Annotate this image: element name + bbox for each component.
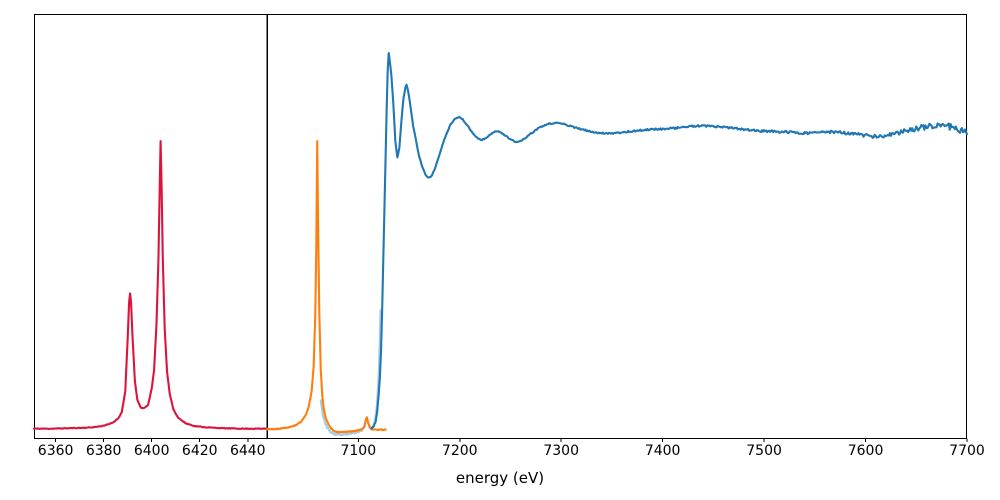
x-tick-label: 6380 (85, 443, 122, 459)
curve-lightblue-underlay (319, 308, 382, 437)
x-tick-label: 7500 (746, 443, 782, 459)
x-tick-label: 6360 (37, 443, 74, 459)
x-tick-label: 6440 (229, 443, 266, 459)
x-tick-label: 7600 (847, 443, 884, 459)
x-axis-label: energy (eV) (455, 469, 545, 487)
x-tick-label: 6400 (133, 443, 170, 459)
curve-blue-xafs (370, 51, 969, 430)
x-tick-label: 7300 (543, 443, 580, 459)
x-tick-label: 7200 (441, 443, 478, 459)
left-emission-panel-border (34, 14, 268, 439)
curve-orange-kbeta (265, 139, 387, 434)
right-xafs-panel-border (267, 14, 967, 439)
x-tick-label: 7100 (340, 443, 377, 459)
x-tick-label: 7700 (949, 443, 985, 459)
x-tick-label: 6420 (181, 443, 218, 459)
curve-crimson-kalpha (32, 140, 269, 431)
x-tick-label: 7400 (644, 443, 681, 459)
